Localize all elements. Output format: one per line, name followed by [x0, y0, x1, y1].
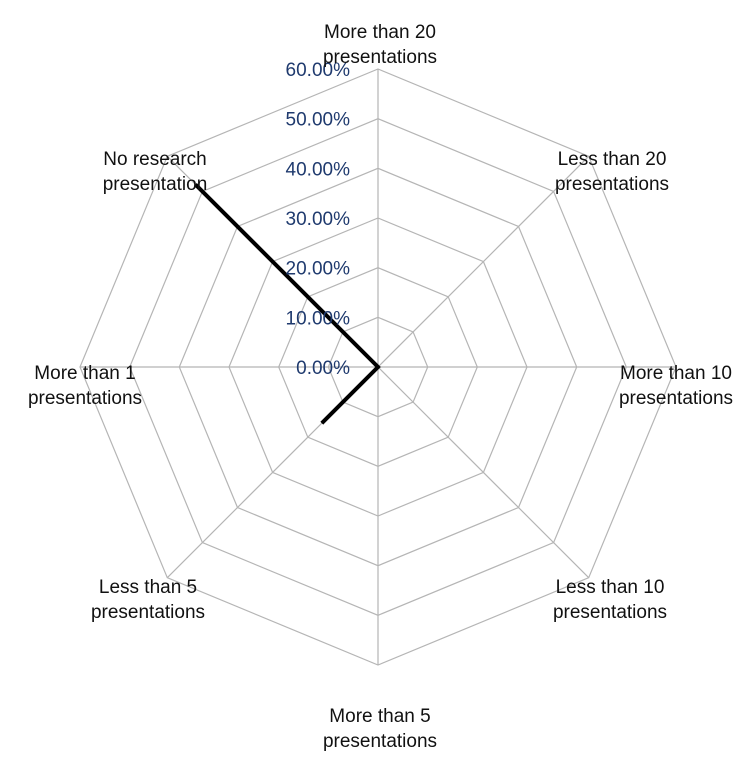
tick-label: 50.00%: [286, 110, 351, 131]
grid-spoke: [377, 155, 590, 368]
category-label: More than 5 presentations: [323, 706, 437, 752]
tick-label: 30.00%: [286, 209, 351, 230]
tick-label: 60.00%: [286, 60, 351, 81]
category-label: No research presentation: [103, 149, 208, 195]
category-labels: More than 20 presentations Less than 20 pre…: [28, 22, 733, 752]
category-label: More than 20 presentations: [323, 22, 437, 68]
tick-label: 10.00%: [286, 308, 351, 329]
grid-spoke: [377, 366, 590, 579]
category-label: More than 1 presentations: [28, 363, 142, 409]
radar-series: [193, 182, 381, 425]
category-label: Less than 5 presentations: [91, 577, 205, 623]
tick-label: 40.00%: [286, 159, 351, 180]
category-label: More than 10 presentations: [619, 363, 733, 409]
category-label: Less than 20 presentations: [555, 149, 669, 195]
category-label: Less than 10 presentations: [553, 577, 667, 623]
radial-tick-labels: 0.00% 10.00% 20.00% 30.00% 40.00% 50.00% 60.00…: [286, 60, 351, 379]
tick-label: 0.00%: [296, 358, 350, 379]
tick-label: 20.00%: [286, 259, 351, 280]
